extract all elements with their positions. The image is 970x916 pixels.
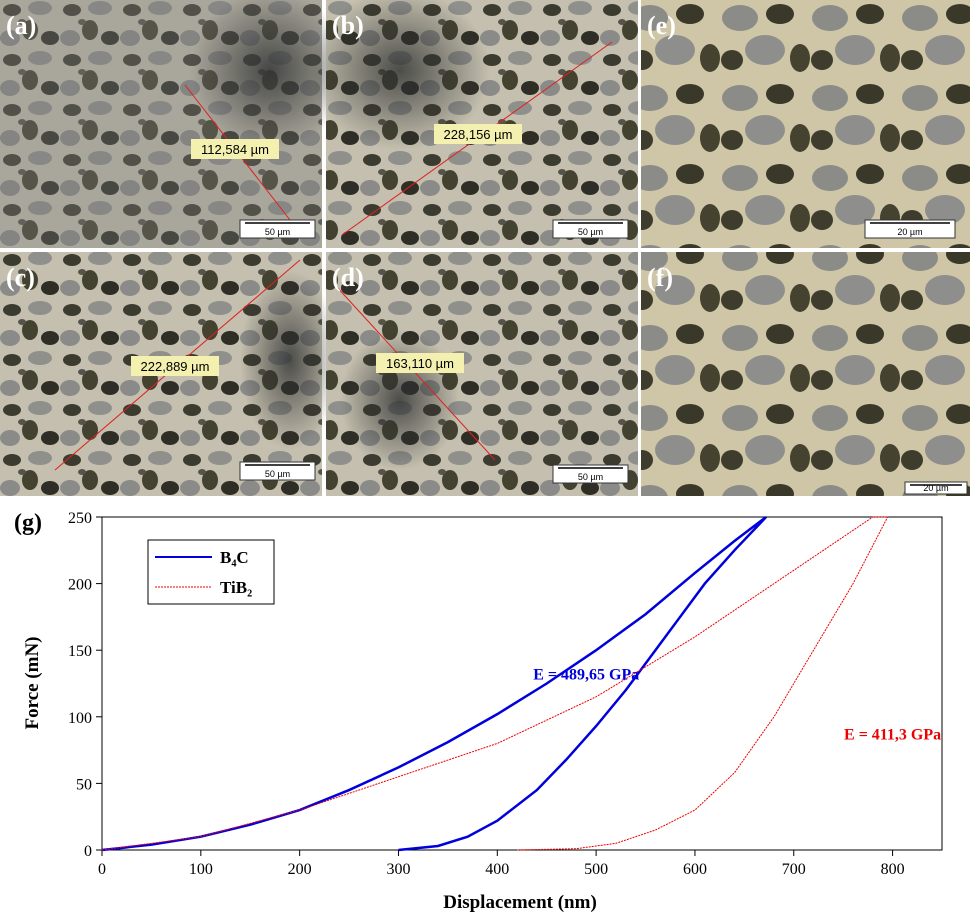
measurement: 112,584 µm bbox=[201, 142, 269, 157]
figure: (a) 112,584 µm 50 µm (b) 228,156 µm 50 µm (e) 2… bbox=[0, 0, 970, 916]
y-tick-label: 100 bbox=[68, 710, 92, 727]
x-tick-label: 400 bbox=[485, 861, 509, 878]
scale-bar-label: 50 µm bbox=[265, 469, 290, 479]
y-tick-label: 0 bbox=[84, 843, 92, 860]
y-tick-label: 250 bbox=[68, 510, 92, 527]
scale-bar-label: 20 µm bbox=[897, 227, 922, 237]
y-axis-label: Force (mN) bbox=[22, 636, 43, 729]
panel-label: (e) bbox=[647, 11, 676, 40]
panel-label: (d) bbox=[332, 263, 364, 292]
legend-label: B₄C bbox=[220, 548, 249, 567]
x-tick-label: 300 bbox=[386, 861, 410, 878]
x-tick-label: 500 bbox=[584, 861, 608, 878]
scale-bar-label: 50 µm bbox=[265, 227, 290, 237]
scale-bar-label: 50 µm bbox=[578, 472, 603, 482]
x-tick-label: 0 bbox=[98, 861, 106, 878]
panel-label: (f) bbox=[647, 263, 673, 292]
legend-label: TiB₂ bbox=[220, 578, 252, 597]
micrographs bbox=[0, 0, 970, 496]
x-tick-label: 800 bbox=[881, 861, 905, 878]
scale-bar-label: 20 µm bbox=[923, 483, 948, 493]
x-tick-label: 600 bbox=[683, 861, 707, 878]
y-tick-label: 200 bbox=[68, 577, 92, 594]
x-tick-label: 100 bbox=[189, 861, 213, 878]
x-tick-label: 200 bbox=[288, 861, 312, 878]
annotation: E = 489,65 GPa bbox=[533, 667, 639, 684]
annotation: E = 411,3 GPa bbox=[844, 726, 941, 743]
chart: (g) Displacement (nm) Force (mN) 0 100 200… bbox=[14, 510, 942, 913]
panel-label: (a) bbox=[6, 11, 36, 40]
x-axis-label: Displacement (nm) bbox=[443, 892, 597, 913]
y-tick-label: 150 bbox=[68, 643, 92, 660]
panel-label: (b) bbox=[332, 11, 364, 40]
panel-label: (c) bbox=[6, 263, 35, 292]
scale-bar-label: 50 µm bbox=[578, 227, 603, 237]
measurement: 228,156 µm bbox=[444, 127, 513, 142]
x-tick-label: 700 bbox=[782, 861, 806, 878]
y-tick-label: 50 bbox=[76, 776, 92, 793]
measurement: 222,889 µm bbox=[141, 359, 210, 374]
measurement: 163,110 µm bbox=[386, 356, 454, 371]
panel-label: (g) bbox=[14, 510, 42, 536]
